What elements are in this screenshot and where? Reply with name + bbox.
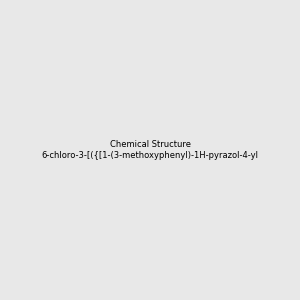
Text: Chemical Structure
6-chloro-3-[({[1-(3-methoxyphenyl)-1H-pyrazol-4-yl: Chemical Structure 6-chloro-3-[({[1-(3-m… xyxy=(41,140,259,160)
